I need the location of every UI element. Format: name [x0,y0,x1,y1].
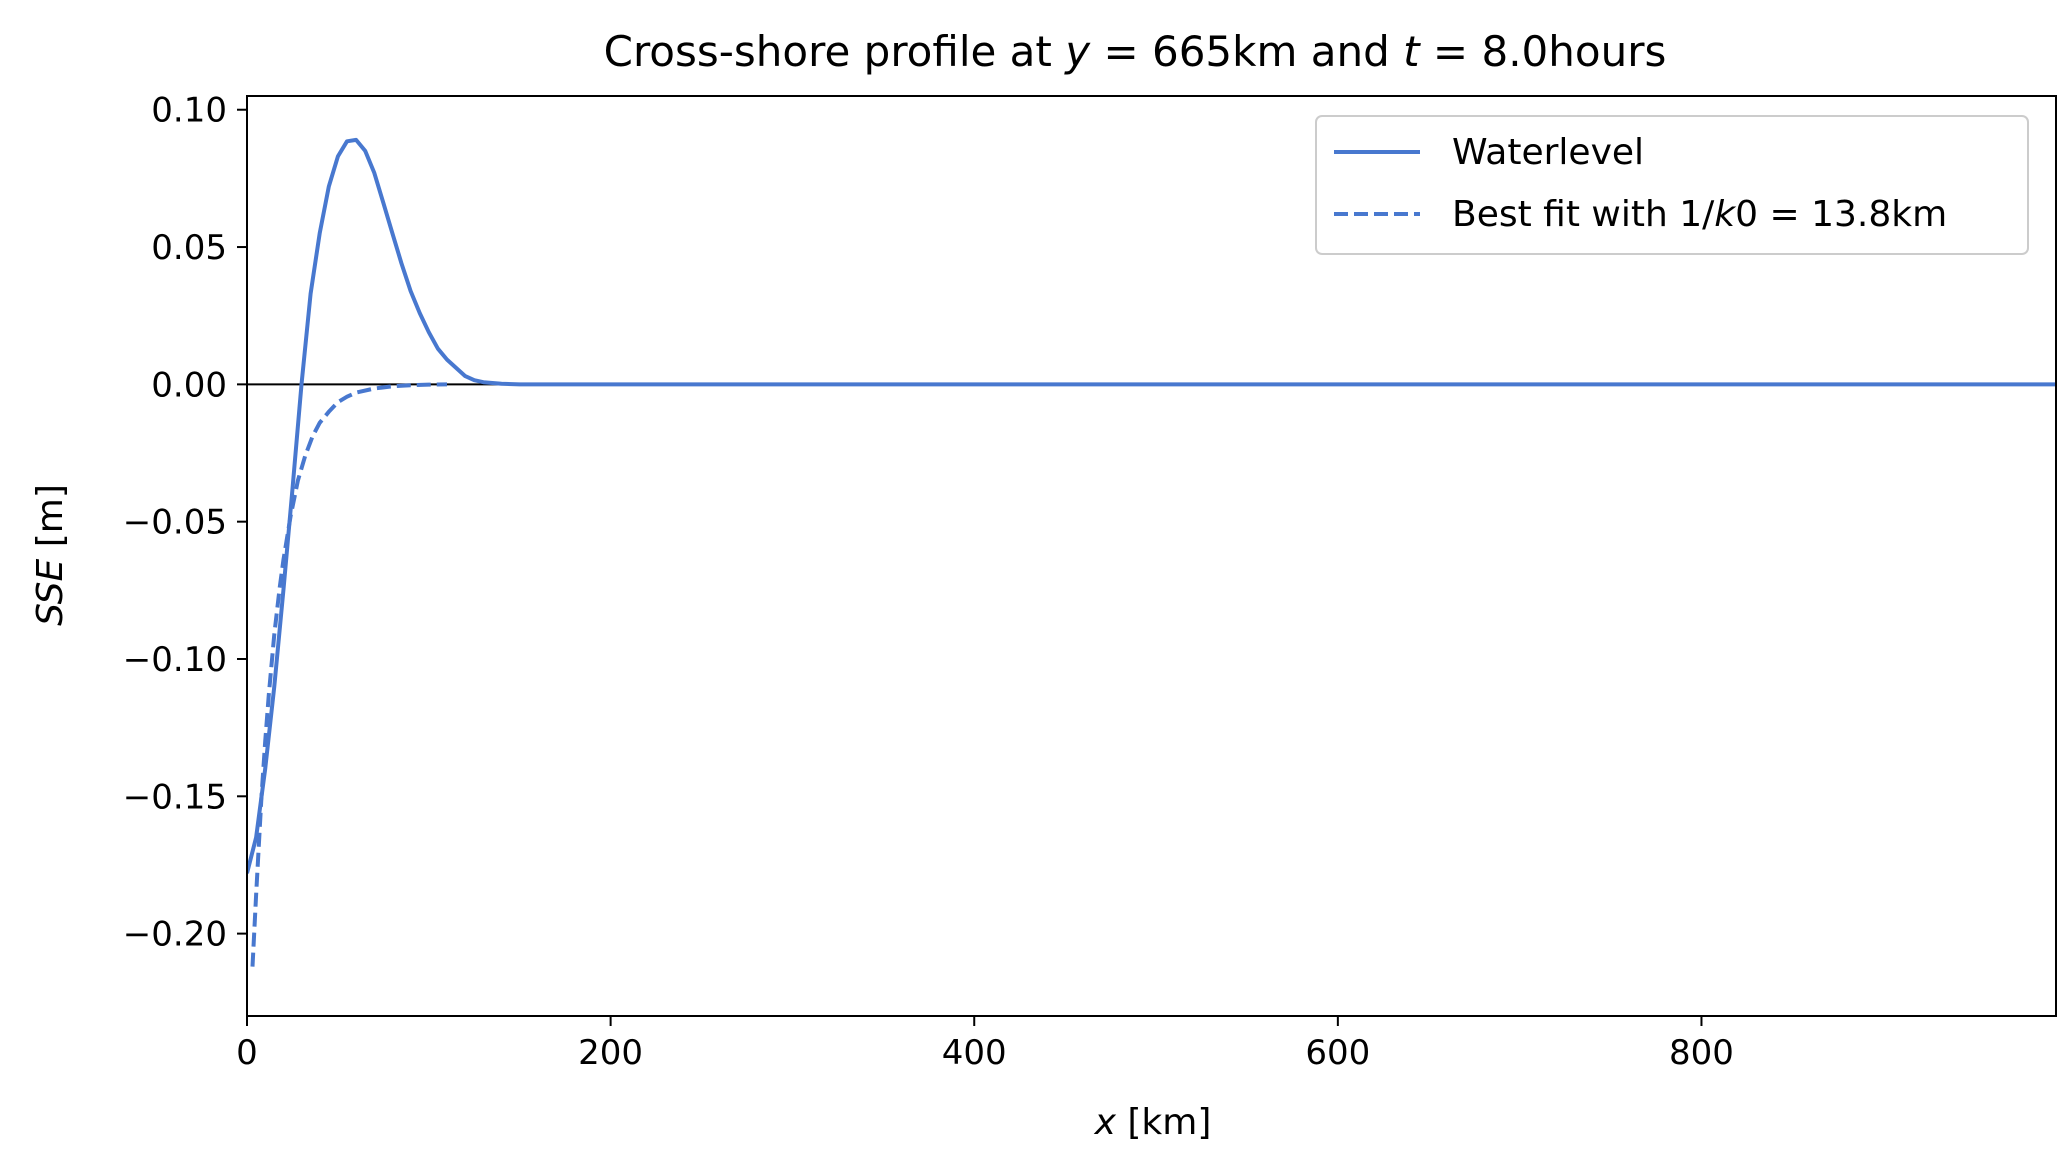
x-tick-label: 200 [578,1033,643,1073]
y-tick-label: −0.10 [123,640,227,680]
plot-area [246,95,2057,1017]
y-tick-label: 0.10 [151,91,227,131]
y-tick-label: −0.05 [123,503,227,543]
x-tick-label: 0 [236,1033,258,1073]
series-line-waterlevel [247,137,2056,874]
x-tick-label: 800 [1669,1033,1734,1073]
legend-frame [1315,115,2029,255]
legend-label-best-fit: Best fit with 1/k0 = 13.8km [1452,194,1947,235]
y-tick-label: 0.00 [151,365,227,405]
legend: Waterlevel Best fit with 1/k0 = 13.8km [1315,115,2029,255]
y-tick-label: 0.05 [151,228,227,268]
y-tick-label: −0.20 [123,915,227,955]
chart-title: Cross-shore profile at y = 665km and t =… [604,27,1667,76]
y-axis: −0.20 −0.15 −0.10 −0.05 0.00 0.05 0.10 [123,91,247,955]
y-tick-label: −0.15 [123,777,227,817]
series-line-best-fit [250,382,448,967]
x-tick-label: 400 [942,1033,1007,1073]
x-axis-label: x [km] [1094,1102,1212,1143]
x-tick-label: 600 [1305,1033,1370,1073]
y-axis-label: SSE [m] [30,484,71,626]
legend-label-waterlevel: Waterlevel [1452,132,1644,173]
x-axis: 0 200 400 600 800 [236,1016,1734,1073]
axes-frame [246,95,2057,1017]
